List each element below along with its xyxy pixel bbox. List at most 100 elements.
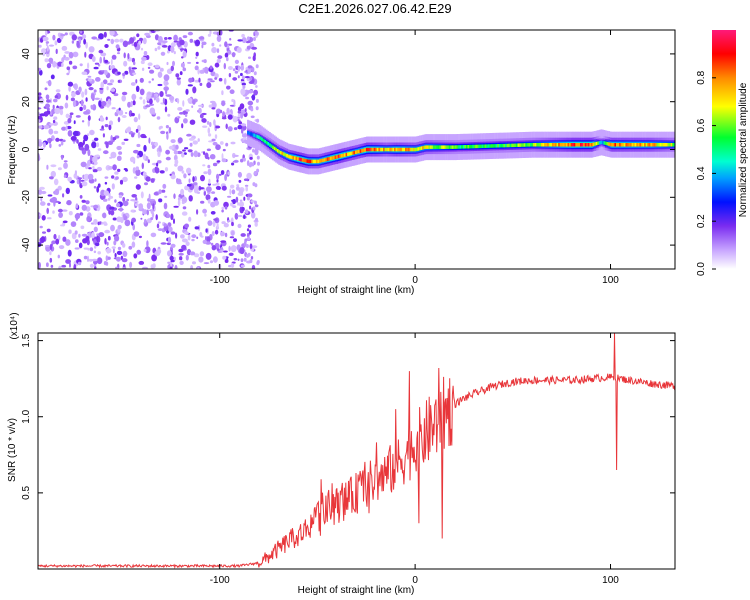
- noise-speckle: [173, 256, 176, 261]
- ridge-cell: [381, 147, 384, 152]
- noise-speckle: [72, 130, 79, 137]
- noise-speckle: [93, 66, 99, 70]
- noise-speckle: [237, 124, 243, 130]
- ridge-cell: [641, 143, 643, 147]
- noise-speckle: [213, 256, 218, 263]
- noise-speckle: [223, 77, 227, 85]
- noise-speckle: [229, 89, 235, 94]
- noise-speckle: [61, 154, 64, 160]
- noise-speckle: [181, 170, 185, 174]
- noise-speckle: [96, 142, 100, 148]
- ridge-cell: [617, 143, 620, 147]
- noise-speckle: [123, 138, 129, 141]
- noise-speckle: [220, 240, 227, 243]
- noise-speckle: [76, 41, 80, 48]
- noise-speckle: [200, 174, 205, 182]
- noise-speckle: [244, 184, 249, 187]
- noise-speckle: [109, 65, 114, 70]
- ridge-cell: [300, 157, 302, 162]
- noise-speckle: [150, 178, 155, 183]
- ridge-cell: [664, 143, 667, 147]
- noise-speckle: [136, 143, 141, 148]
- noise-speckle: [186, 167, 192, 174]
- noise-speckle: [247, 193, 253, 198]
- noise-speckle: [107, 82, 113, 86]
- noise-speckle: [54, 107, 61, 115]
- ridge-cell: [329, 156, 332, 161]
- noise-speckle: [99, 56, 102, 64]
- snr-x-tick-label: -100: [210, 575, 230, 586]
- noise-speckle: [95, 77, 101, 82]
- noise-speckle: [254, 148, 259, 156]
- ridge-cell: [572, 143, 574, 147]
- noise-speckle: [214, 134, 218, 139]
- noise-speckle: [87, 115, 91, 121]
- noise-speckle: [196, 191, 201, 194]
- noise-speckle: [207, 127, 211, 134]
- ridge-cell: [469, 144, 471, 149]
- ridge-cell: [325, 157, 327, 162]
- noise-speckle: [223, 62, 226, 70]
- noise-speckle: [41, 190, 47, 195]
- noise-speckle: [122, 72, 126, 77]
- noise-speckle: [199, 187, 205, 190]
- noise-speckle: [74, 213, 81, 220]
- noise-speckle: [81, 91, 85, 98]
- noise-speckle: [209, 260, 214, 264]
- noise-speckle: [103, 150, 109, 155]
- ridge-cell: [533, 143, 535, 147]
- noise-speckle: [53, 130, 59, 134]
- noise-speckle: [83, 111, 90, 115]
- noise-speckle: [132, 72, 137, 75]
- noise-speckle: [39, 213, 42, 217]
- ridge-cell: [398, 147, 401, 152]
- noise-speckle: [174, 264, 178, 269]
- noise-speckle: [226, 56, 229, 62]
- noise-speckle: [124, 168, 129, 172]
- noise-speckle: [104, 238, 107, 245]
- noise-speckle: [244, 108, 247, 113]
- noise-speckle: [227, 171, 231, 175]
- ridge-cell: [626, 143, 629, 147]
- noise-speckle: [65, 125, 68, 131]
- noise-speckle: [249, 259, 253, 264]
- ridge-cell: [672, 143, 675, 147]
- noise-speckle: [81, 233, 88, 237]
- noise-speckle: [81, 34, 87, 39]
- noise-speckle: [149, 98, 153, 105]
- noise-speckle: [177, 137, 183, 144]
- noise-speckle: [96, 235, 99, 243]
- noise-speckle: [232, 77, 238, 81]
- noise-speckle: [97, 64, 101, 67]
- noise-speckle: [129, 261, 133, 268]
- noise-speckle: [133, 231, 140, 237]
- ridge-cell: [623, 143, 626, 147]
- ridge-cell: [430, 145, 432, 149]
- noise-speckle: [57, 254, 60, 259]
- noise-speckle: [100, 81, 104, 89]
- ridge-cell: [281, 151, 284, 156]
- noise-speckle: [207, 183, 211, 186]
- noise-speckle: [167, 37, 172, 40]
- noise-speckle: [173, 218, 175, 224]
- noise-speckle: [104, 44, 109, 48]
- noise-speckle: [99, 221, 102, 225]
- noise-speckle: [41, 215, 46, 221]
- ridge-cell: [608, 142, 610, 146]
- noise-speckle: [46, 164, 49, 170]
- noise-speckle: [57, 208, 63, 213]
- ridge-cell: [298, 157, 301, 161]
- noise-speckle: [161, 45, 168, 48]
- noise-speckle: [157, 221, 161, 224]
- ridge-cell: [639, 143, 642, 147]
- noise-speckle: [51, 196, 57, 203]
- noise-speckle: [121, 115, 127, 118]
- noise-speckle: [183, 173, 187, 179]
- noise-speckle: [242, 133, 245, 138]
- noise-speckle: [94, 137, 99, 141]
- ridge-cell: [464, 145, 467, 149]
- noise-speckle: [187, 234, 191, 241]
- noise-speckle: [163, 223, 167, 227]
- noise-speckle: [216, 179, 219, 183]
- noise-speckle: [78, 177, 81, 185]
